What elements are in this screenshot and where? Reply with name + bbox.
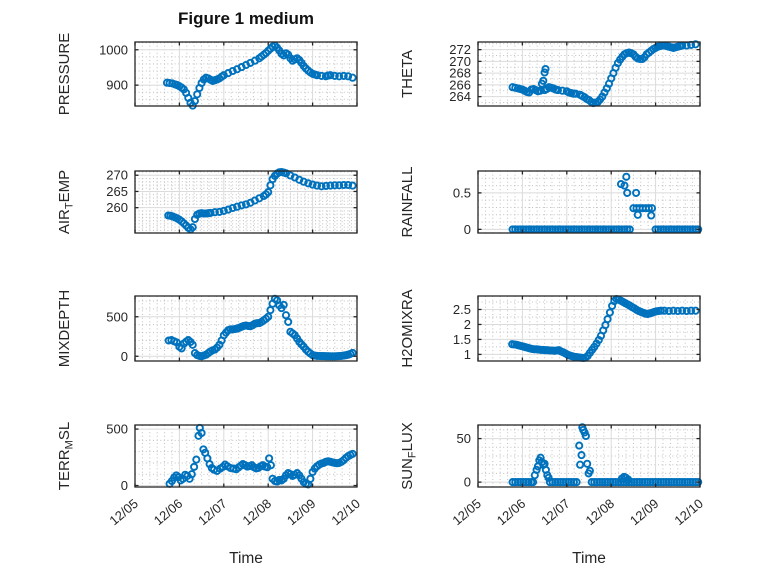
y-tick-label: 2	[464, 317, 471, 332]
series-markers	[164, 167, 357, 234]
subplot-rainfall: 0 0.5 RAINFALL	[399, 167, 703, 238]
axes-box	[134, 41, 358, 107]
y-tick-label: 265	[106, 184, 128, 199]
x-tick-label: 12/08	[240, 496, 275, 528]
axes-box	[477, 295, 701, 362]
y-axis-label: MIXDEPTH	[56, 290, 73, 368]
y-tick-label: 900	[106, 78, 128, 93]
plot-area	[135, 425, 357, 487]
x-tick-label: 12/06	[494, 496, 529, 528]
series-markers	[164, 294, 357, 361]
minor-grid	[478, 425, 700, 487]
tick-marks	[134, 42, 358, 106]
minor-grid	[135, 296, 357, 361]
x-tick-label: 12/10	[671, 496, 706, 528]
y-axis-label: SUNFLUX	[399, 422, 419, 490]
x-tick-label: 12/05	[449, 496, 484, 528]
y-axis-label: TERRMSL	[56, 422, 76, 490]
x-tick-label: 12/09	[284, 496, 319, 528]
y-tick-label: 272	[449, 42, 471, 57]
x-tick-label: 12/06	[151, 496, 186, 528]
y-tick-label: 500	[106, 309, 128, 324]
y-tick-label: 268	[449, 66, 471, 81]
series-markers	[162, 41, 357, 110]
x-tick-label: 12/10	[328, 496, 363, 528]
y-tick-label: 266	[449, 77, 471, 92]
y-tick-label: 0	[464, 475, 471, 490]
x-tick-label: 12/09	[627, 496, 662, 528]
axes-box	[134, 170, 358, 234]
y-axis-label: THETA	[399, 50, 416, 98]
x-tick-label: 12/07	[195, 496, 230, 528]
figure-title: Figure 1 medium	[177, 9, 315, 28]
subplot-h2omixra: 11.522.5 H2OMIXRA	[399, 289, 701, 368]
x-axis-label-left: Time	[229, 550, 263, 567]
tick-marks	[477, 296, 701, 361]
y-axis-label: PRESSURE	[56, 33, 73, 116]
tick-marks	[134, 296, 358, 361]
tick-marks	[477, 171, 701, 233]
x-axis-label-right: Time	[572, 550, 606, 567]
y-tick-label: 500	[106, 422, 128, 437]
axes-box	[477, 41, 701, 107]
series-markers	[508, 172, 703, 234]
axes-box	[477, 424, 701, 488]
series-markers	[508, 294, 700, 363]
y-tick-label: 0	[464, 222, 471, 237]
subplot-mixdepth: 0 500 MIXDEPTH	[56, 290, 358, 368]
tick-marks	[477, 42, 701, 106]
x-tick-label: 12/05	[106, 496, 141, 528]
subplot-sun-flux: 0 50 12/05 12/06 12/07 12/08 12/09 12/10 SUNFLUX	[399, 422, 706, 528]
y-tick-label: 0	[121, 478, 128, 493]
y-tick-label: 50	[457, 431, 471, 446]
y-tick-label: 2.5	[453, 302, 471, 317]
y-tick-label: 0.5	[453, 185, 471, 200]
axes-box	[134, 295, 358, 362]
series-markers	[165, 423, 357, 489]
plot-area	[478, 42, 700, 106]
subplot-terr-msl: 0 500 12/05 12/06 12/07 12/08 12/09 12/10 TERRMS…	[56, 422, 363, 529]
y-tick-label: 1	[464, 347, 471, 362]
y-tick-label: 1000	[99, 42, 128, 57]
x-tick-label: 12/08	[583, 496, 618, 528]
y-tick-label: 270	[106, 168, 128, 183]
tick-marks	[134, 171, 358, 233]
series-markers	[508, 40, 700, 108]
y-tick-label: 270	[449, 54, 471, 69]
tick-marks	[134, 425, 358, 487]
major-grid	[478, 296, 700, 361]
y-tick-label: 260	[106, 200, 128, 215]
y-tick-label: 1.5	[453, 332, 471, 347]
tick-marks	[477, 425, 701, 487]
axes-box	[477, 170, 701, 234]
series-markers	[508, 423, 703, 487]
major-grid	[135, 171, 357, 233]
plot-area	[478, 171, 700, 233]
x-tick-label: 12/07	[538, 496, 573, 528]
y-tick-label: 0	[121, 349, 128, 364]
axes-box	[134, 424, 358, 488]
subplot-pressure: 900 1000 PRESSURE	[56, 33, 358, 116]
y-axis-label: AIRTEMP	[56, 170, 76, 234]
y-axis-label: H2OMIXRA	[399, 289, 416, 367]
minor-grid	[135, 42, 357, 106]
y-axis-label: RAINFALL	[399, 167, 416, 238]
y-tick-label: 264	[449, 89, 471, 104]
